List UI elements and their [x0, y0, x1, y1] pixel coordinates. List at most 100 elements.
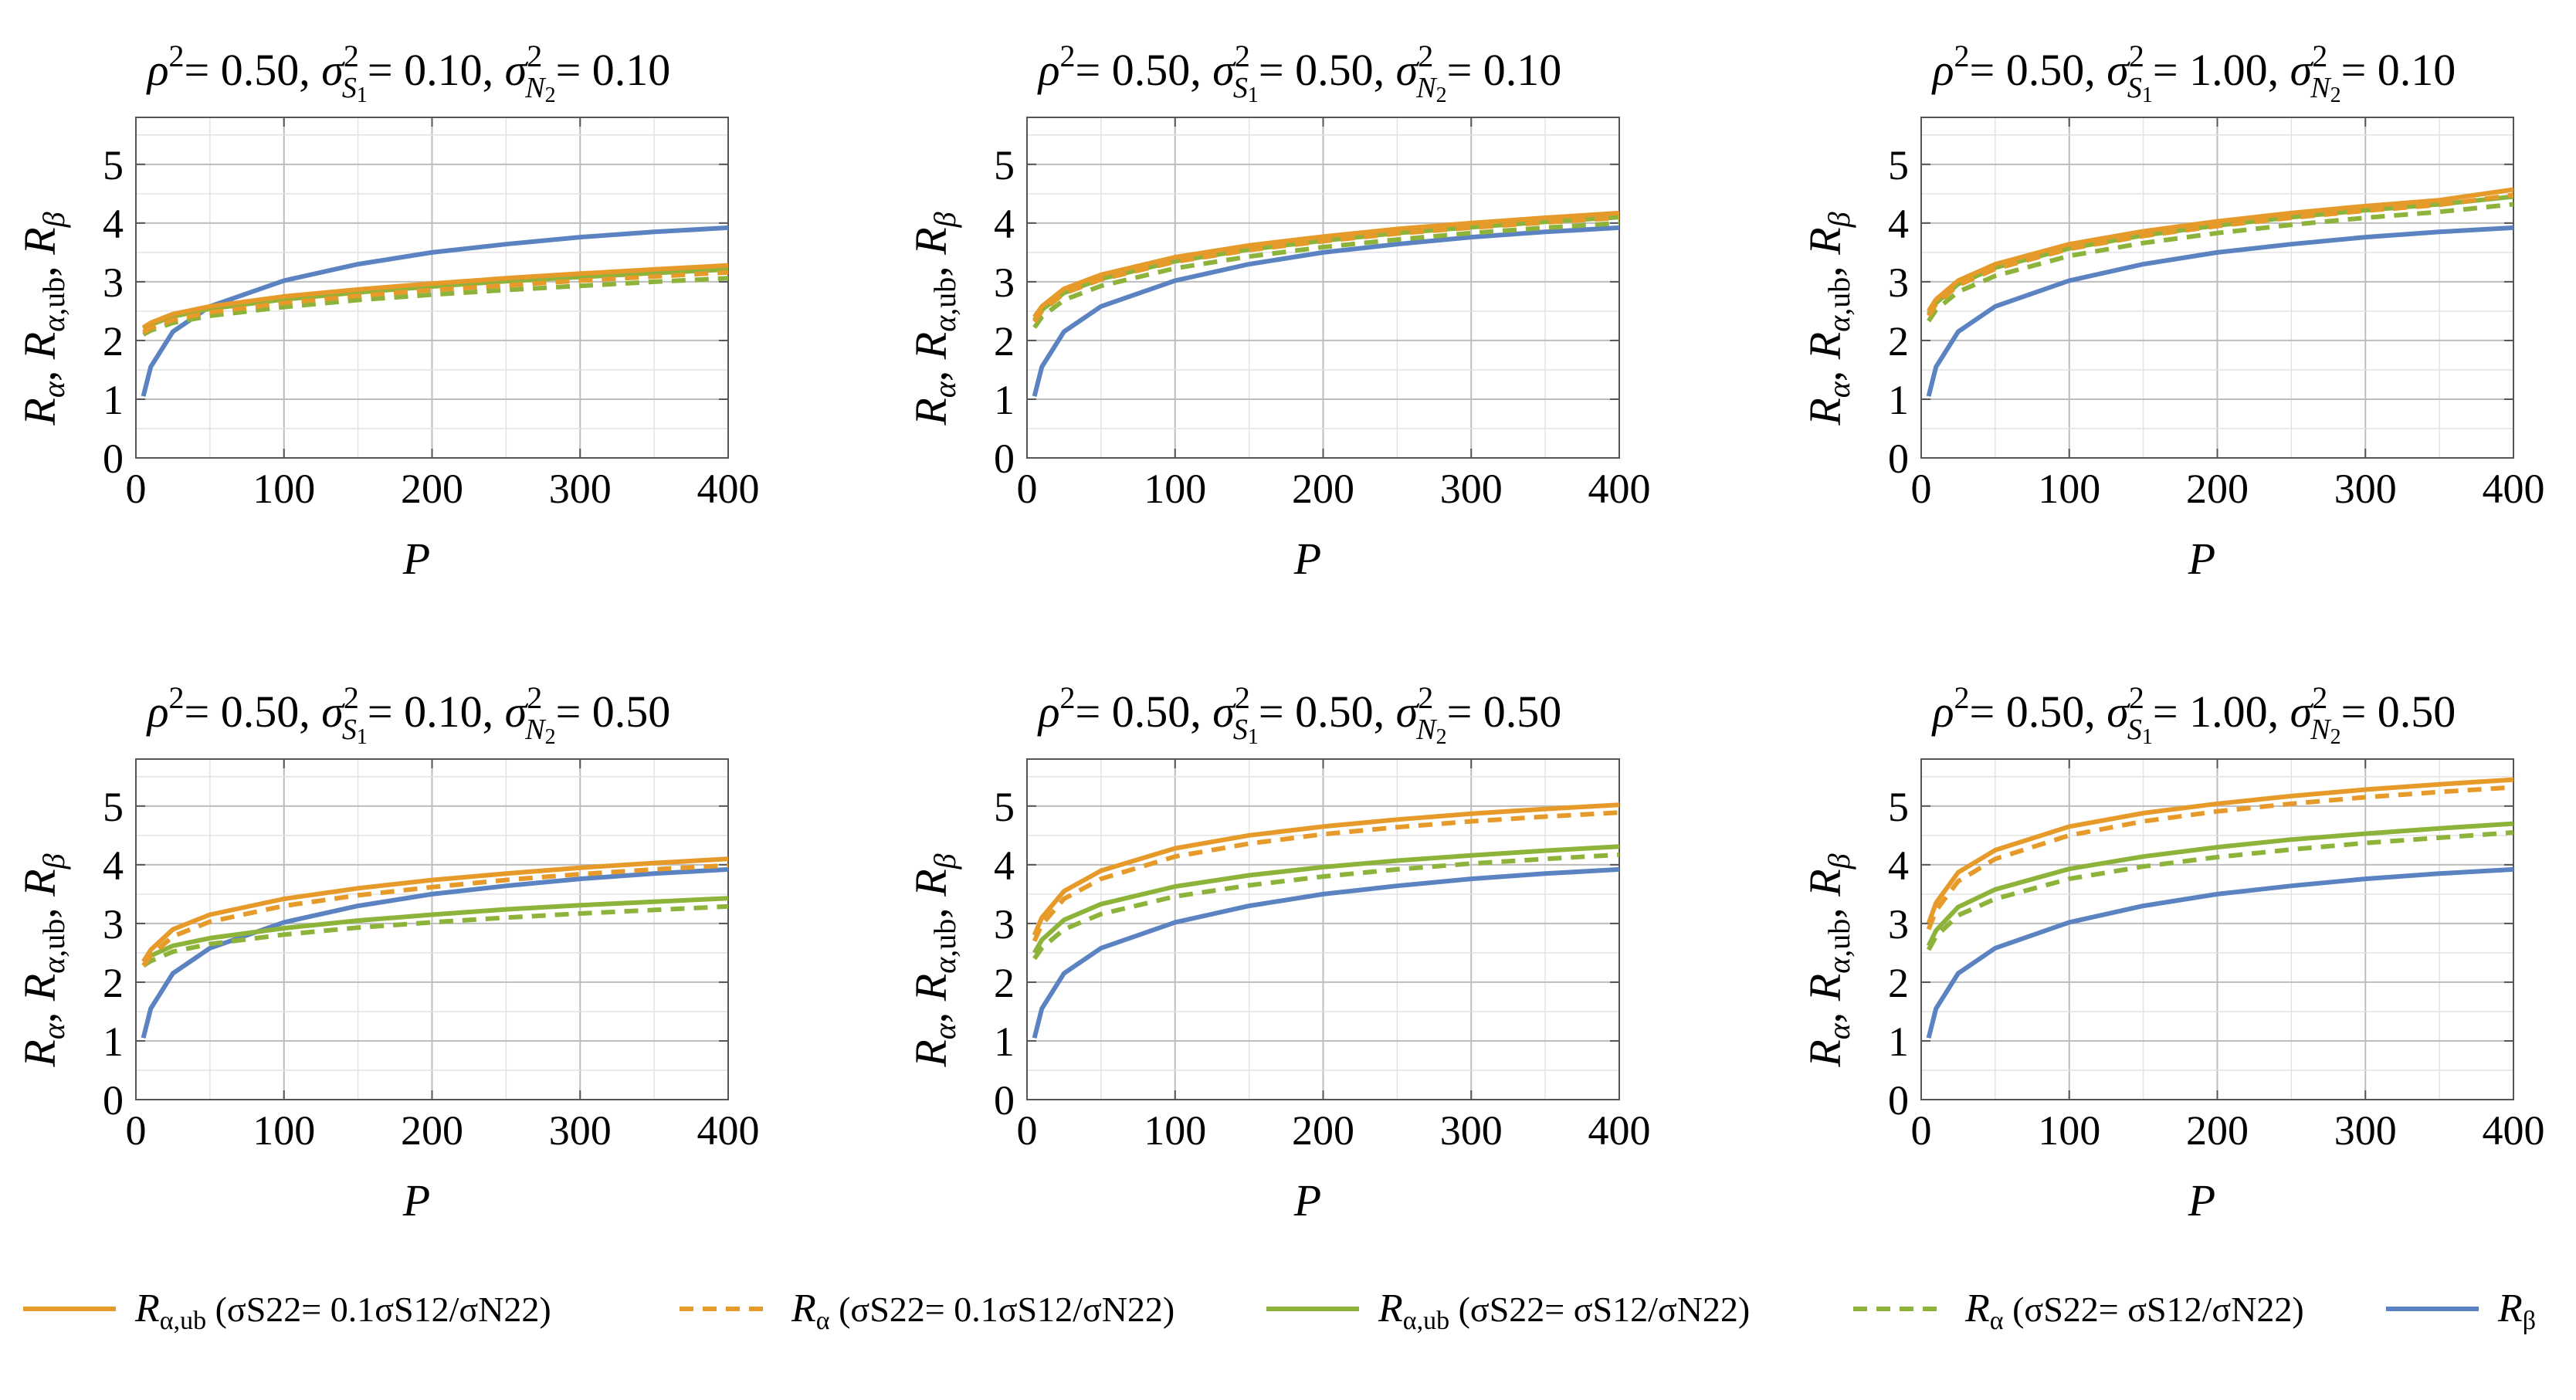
series-line [1927, 202, 2513, 323]
y-tick-label: 1 [1888, 1019, 1909, 1065]
y-tick-label: 1 [1888, 377, 1909, 423]
y-tick-label: 2 [994, 318, 1015, 364]
x-tick-label: 300 [549, 466, 612, 512]
series-line [1926, 830, 2513, 951]
x-axis-label: P [402, 534, 430, 584]
x-tick-label: 200 [401, 1107, 463, 1154]
series-line [141, 896, 728, 964]
series-line [141, 866, 728, 1039]
x-tick-label: 200 [2186, 466, 2249, 512]
legend-label: Rα,ub (σS22= σS12/σN22) [1378, 1286, 1750, 1335]
series-line [142, 269, 728, 334]
y-axis-label: Rα, Rα,ub, Rβ [1800, 212, 1856, 425]
y-tick-label: 0 [103, 1077, 124, 1124]
series-line [1926, 225, 2513, 397]
series-line [1032, 802, 1619, 937]
x-tick-label: 400 [697, 1107, 760, 1154]
y-tick-label: 3 [994, 259, 1015, 306]
x-tick-label: 100 [1144, 466, 1206, 512]
x-axis-label: P [402, 1175, 430, 1225]
y-tick-label: 5 [994, 784, 1015, 830]
series-line [141, 856, 728, 963]
legend-label: Rα (σS22= σS12/σN22) [1964, 1286, 2304, 1335]
y-tick-label: 1 [994, 377, 1015, 423]
y-tick-label: 3 [103, 259, 124, 306]
series-line [1926, 777, 2513, 924]
y-tick-label: 4 [994, 842, 1015, 889]
y-axis-label: Rα, Rα,ub, Rβ [15, 853, 71, 1067]
chart-title: ρ2= 0.50, σ2 S1= 0.10, σ2 N2= 0.50 [146, 680, 671, 749]
series-line [1927, 192, 2513, 317]
legend-item: Rα (σS22= 0.1σS12/σN22) [680, 1286, 1174, 1335]
x-tick-label: 0 [1911, 466, 1932, 512]
legend: Rα,ub (σS22= 0.1σS12/σN22) Rα (σS22= 0.1σ… [23, 1286, 2536, 1335]
y-axis-label: Rα, Rα,ub, Rβ [906, 212, 962, 425]
legend-item: Rα (σS22= σS12/σN22) [1853, 1286, 2304, 1335]
y-tick-label: 0 [1888, 436, 1909, 482]
y-tick-label: 5 [1888, 142, 1909, 188]
y-tick-label: 1 [103, 377, 124, 423]
chart-title: ρ2= 0.50, σ2 S1= 0.50, σ2 N2= 0.50 [1037, 680, 1562, 749]
x-tick-label: 300 [1440, 1107, 1503, 1154]
y-tick-label: 0 [1888, 1077, 1909, 1124]
y-tick-label: 3 [994, 901, 1015, 947]
y-tick-label: 1 [994, 1019, 1015, 1065]
series-line [1032, 215, 1619, 324]
series-line [1032, 852, 1619, 961]
y-axis-label: Rα, Rα,ub, Rβ [1800, 853, 1856, 1067]
series-line [1032, 810, 1619, 942]
x-tick-label: 200 [1292, 466, 1354, 512]
y-tick-label: 3 [1888, 901, 1909, 947]
y-tick-label: 4 [103, 842, 124, 889]
y-tick-label: 5 [1888, 784, 1909, 830]
x-tick-label: 100 [2038, 1107, 2100, 1154]
y-tick-label: 2 [1888, 960, 1909, 1006]
x-axis-label: P [1293, 534, 1321, 584]
series-line [141, 225, 728, 397]
x-tick-label: 100 [253, 466, 315, 512]
x-tick-label: 300 [2334, 466, 2397, 512]
y-tick-label: 0 [994, 436, 1015, 482]
legend-item: Rα,ub (σS22= σS12/σN22) [1266, 1286, 1750, 1335]
series-line [1032, 225, 1619, 397]
y-tick-label: 5 [994, 142, 1015, 188]
x-tick-label: 300 [1440, 466, 1503, 512]
x-tick-label: 300 [549, 1107, 612, 1154]
y-tick-label: 5 [103, 784, 124, 830]
legend-label: Rβ [2497, 1286, 2536, 1335]
legend-label: Rα (σS22= 0.1σS12/σN22) [791, 1286, 1174, 1335]
y-tick-label: 2 [103, 318, 124, 364]
series-line [1926, 866, 2513, 1039]
chart-title: ρ2= 0.50, σ2 S1= 0.50, σ2 N2= 0.10 [1037, 39, 1562, 107]
y-tick-label: 3 [103, 901, 124, 947]
y-tick-label: 4 [1888, 201, 1909, 247]
chart-title: ρ2= 0.50, σ2 S1= 1.00, σ2 N2= 0.10 [1931, 39, 2456, 107]
series-line [1927, 187, 2513, 313]
x-tick-label: 0 [126, 466, 147, 512]
series-line [1032, 866, 1619, 1039]
legend-item: Rα,ub (σS22= 0.1σS12/σN22) [23, 1286, 551, 1335]
x-axis-label: P [2188, 1175, 2215, 1225]
series-line [142, 903, 728, 968]
y-tick-label: 4 [1888, 842, 1909, 889]
x-tick-label: 0 [1911, 1107, 1932, 1154]
series-line [1926, 821, 2513, 947]
x-tick-label: 200 [1292, 1107, 1354, 1154]
y-tick-label: 3 [1888, 259, 1909, 306]
series-line [1032, 220, 1619, 329]
y-tick-label: 0 [994, 1077, 1015, 1124]
x-tick-label: 0 [1017, 1107, 1038, 1154]
x-tick-label: 200 [401, 466, 463, 512]
x-tick-label: 100 [253, 1107, 315, 1154]
y-axis-label: Rα, Rα,ub, Rβ [15, 212, 71, 425]
x-tick-label: 0 [126, 1107, 147, 1154]
y-tick-label: 2 [103, 960, 124, 1006]
y-tick-label: 2 [994, 960, 1015, 1006]
series-line [142, 276, 728, 337]
series-line [141, 863, 728, 968]
